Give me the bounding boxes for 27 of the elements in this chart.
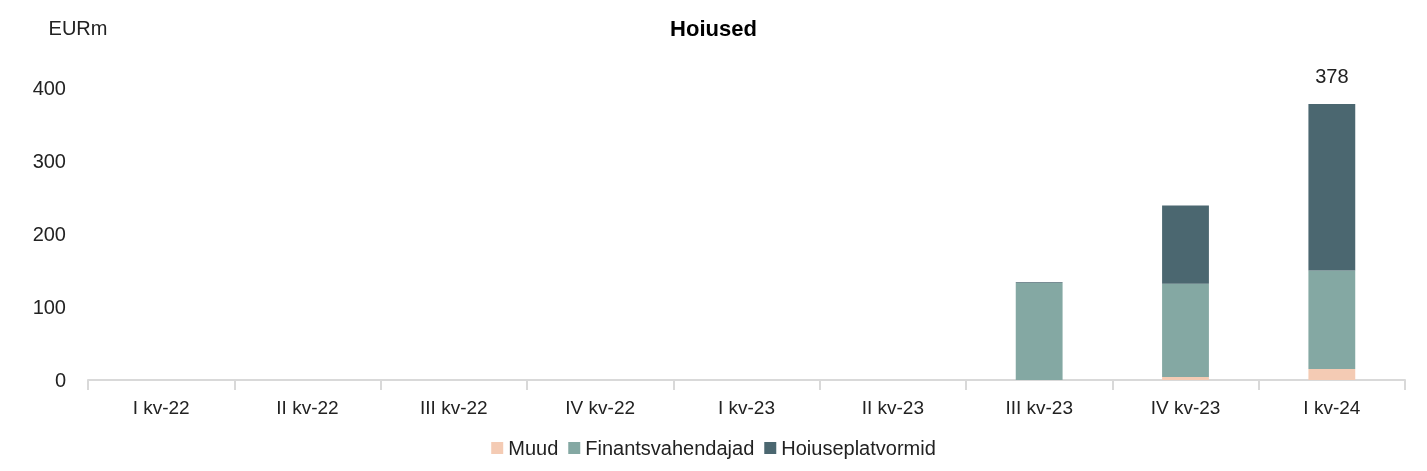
chart-title: Hoiused <box>670 15 757 41</box>
bar <box>1162 377 1209 380</box>
bar <box>1015 282 1063 380</box>
y-tick-label: 0 <box>54 369 66 391</box>
y-axis-title: EURm <box>48 17 108 39</box>
y-tick-label: 200 <box>32 223 66 245</box>
bar <box>1308 369 1356 380</box>
x-tick-label: II kv-23 <box>861 397 924 418</box>
y-tick-label: 100 <box>32 296 66 318</box>
legend-label: Muud <box>508 437 559 459</box>
x-tick-label: I kv-24 <box>1303 397 1361 418</box>
bar <box>1162 205 1209 284</box>
bar <box>1308 104 1356 271</box>
bar <box>1162 283 1209 378</box>
total-label: 378 <box>1315 65 1349 88</box>
x-tick-label: III kv-23 <box>1005 397 1073 418</box>
legend-label: Finantsvahendajad <box>585 437 755 459</box>
x-tick-label: II kv-22 <box>276 397 339 418</box>
x-tick-label: IV kv-22 <box>565 397 636 418</box>
x-tick-label: I kv-23 <box>717 397 776 418</box>
x-tick-label: I kv-22 <box>132 397 190 418</box>
bar <box>1308 270 1356 370</box>
y-tick-label: 300 <box>32 150 66 172</box>
y-tick-label: 400 <box>32 77 66 99</box>
legend-label: Hoiuseplatvormid <box>781 437 936 459</box>
x-tick-label: IV kv-23 <box>1150 397 1221 418</box>
x-tick-label: III kv-22 <box>420 397 488 418</box>
